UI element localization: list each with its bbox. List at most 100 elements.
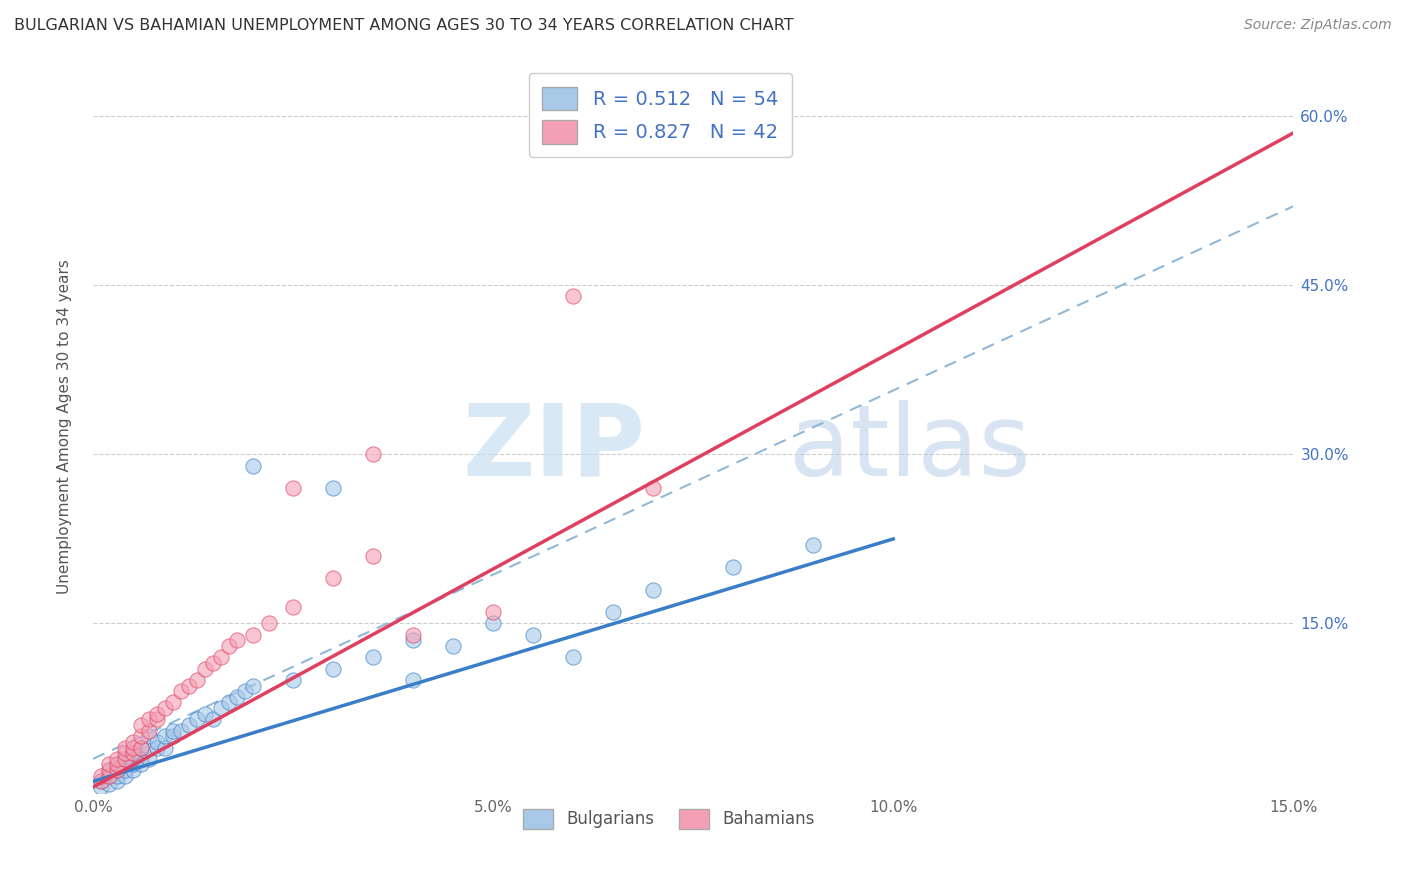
Point <box>146 712 169 726</box>
Point <box>114 752 136 766</box>
Point <box>322 571 344 585</box>
Point <box>138 752 160 766</box>
Point <box>122 757 145 772</box>
Point <box>114 769 136 783</box>
Point <box>643 481 665 495</box>
Point <box>153 729 176 743</box>
Text: Source: ZipAtlas.com: Source: ZipAtlas.com <box>1244 18 1392 32</box>
Point <box>114 757 136 772</box>
Point <box>242 458 264 473</box>
Point <box>146 706 169 721</box>
Point <box>402 633 425 648</box>
Point <box>226 633 249 648</box>
Point <box>643 582 665 597</box>
Point <box>122 740 145 755</box>
Point <box>361 650 384 665</box>
Point <box>138 712 160 726</box>
Point <box>402 628 425 642</box>
Point <box>105 763 128 777</box>
Point <box>441 639 464 653</box>
Point <box>153 701 176 715</box>
Point <box>129 740 152 755</box>
Point <box>122 763 145 777</box>
Point <box>202 656 225 670</box>
Point <box>114 752 136 766</box>
Point <box>242 628 264 642</box>
Point <box>98 757 121 772</box>
Point <box>257 616 280 631</box>
Point <box>122 746 145 760</box>
Text: atlas: atlas <box>789 400 1031 497</box>
Point <box>114 763 136 777</box>
Point <box>202 712 225 726</box>
Point <box>162 723 184 738</box>
Point <box>522 628 544 642</box>
Point <box>602 605 624 619</box>
Point <box>138 729 160 743</box>
Text: BULGARIAN VS BAHAMIAN UNEMPLOYMENT AMONG AGES 30 TO 34 YEARS CORRELATION CHART: BULGARIAN VS BAHAMIAN UNEMPLOYMENT AMONG… <box>14 18 793 33</box>
Point <box>801 537 824 551</box>
Point <box>361 447 384 461</box>
Point <box>105 757 128 772</box>
Point <box>242 679 264 693</box>
Point <box>186 712 208 726</box>
Point <box>105 757 128 772</box>
Point <box>138 740 160 755</box>
Point <box>233 684 256 698</box>
Point <box>162 695 184 709</box>
Point <box>114 746 136 760</box>
Point <box>105 774 128 789</box>
Point <box>129 757 152 772</box>
Point <box>721 560 744 574</box>
Point <box>122 752 145 766</box>
Point <box>186 673 208 687</box>
Point <box>114 740 136 755</box>
Point <box>105 763 128 777</box>
Point <box>105 769 128 783</box>
Point <box>146 740 169 755</box>
Point <box>361 549 384 563</box>
Point <box>209 650 232 665</box>
Y-axis label: Unemployment Among Ages 30 to 34 years: Unemployment Among Ages 30 to 34 years <box>58 259 72 593</box>
Point <box>218 639 240 653</box>
Point <box>129 718 152 732</box>
Point <box>194 706 217 721</box>
Point <box>90 769 112 783</box>
Point <box>170 723 193 738</box>
Point <box>482 616 505 631</box>
Point <box>146 735 169 749</box>
Point <box>281 599 304 614</box>
Point <box>129 729 152 743</box>
Point <box>138 723 160 738</box>
Point <box>162 729 184 743</box>
Point <box>98 769 121 783</box>
Legend: Bulgarians, Bahamians: Bulgarians, Bahamians <box>516 802 823 836</box>
Point <box>90 780 112 794</box>
Point <box>322 481 344 495</box>
Point <box>562 289 585 303</box>
Point <box>129 752 152 766</box>
Point <box>90 774 112 789</box>
Point <box>90 774 112 789</box>
Text: ZIP: ZIP <box>463 400 645 497</box>
Point <box>482 605 505 619</box>
Point <box>402 673 425 687</box>
Point <box>562 650 585 665</box>
Point <box>218 695 240 709</box>
Point <box>281 673 304 687</box>
Point <box>177 718 200 732</box>
Point <box>170 684 193 698</box>
Point <box>226 690 249 704</box>
Point <box>98 763 121 777</box>
Point <box>281 481 304 495</box>
Point <box>98 763 121 777</box>
Point <box>194 662 217 676</box>
Point <box>153 740 176 755</box>
Point <box>322 662 344 676</box>
Point <box>209 701 232 715</box>
Point <box>177 679 200 693</box>
Point <box>122 746 145 760</box>
Point <box>122 735 145 749</box>
Point <box>98 777 121 791</box>
Point <box>129 740 152 755</box>
